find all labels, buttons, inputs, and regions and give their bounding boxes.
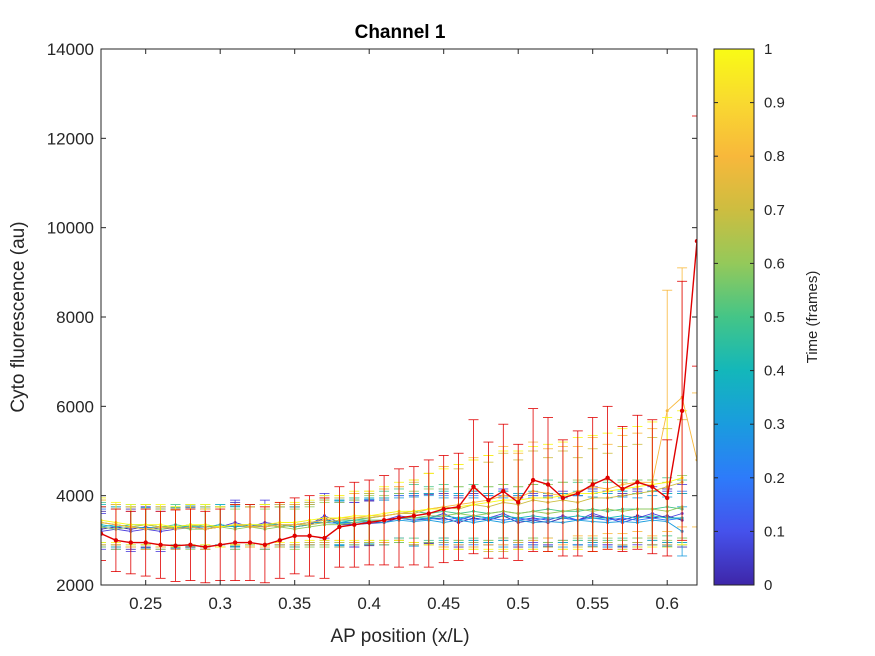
data-point [337, 524, 342, 530]
chart-title: Channel 1 [355, 22, 446, 43]
data-point [143, 540, 148, 545]
data-point [307, 533, 312, 539]
y-tick-label: 2000 [56, 576, 94, 595]
data-point [635, 480, 640, 485]
y-axis-ticks: 2000 4000 6000 8000 10000 12000 14000 [47, 40, 697, 595]
colorbar-tick-label: 0.3 [764, 416, 785, 433]
data-point [665, 495, 670, 501]
colorbar-tick-label: 0 [764, 577, 772, 594]
data-point [471, 484, 476, 489]
colorbar-label: Time (frames) [804, 271, 821, 364]
data-point [381, 518, 387, 523]
data-point [411, 513, 417, 518]
data-point [605, 475, 610, 480]
data-point [188, 542, 193, 547]
data-point [545, 482, 551, 487]
y-tick-label: 6000 [56, 397, 94, 416]
series-line [101, 519, 683, 532]
x-tick-label: 0.5 [506, 594, 530, 613]
x-tick-label: 0.3 [208, 594, 232, 613]
data-point [218, 542, 223, 547]
colorbar-tick-label: 0.1 [764, 523, 785, 540]
data-point [694, 238, 697, 244]
series-10 [101, 115, 697, 584]
data-point [352, 522, 357, 527]
colorbar [713, 48, 755, 586]
data-point [247, 540, 253, 545]
x-tick-label: 0.55 [576, 594, 609, 613]
colorbar-tick-label: 0.7 [764, 202, 785, 219]
series-layer [101, 115, 697, 584]
data-point [575, 491, 580, 496]
x-tick-label: 0.6 [655, 594, 679, 613]
y-tick-label: 8000 [56, 308, 94, 327]
y-tick-label: 12000 [47, 129, 94, 148]
x-tick-label: 0.4 [357, 594, 381, 613]
data-point [516, 500, 521, 505]
data-point [367, 520, 372, 525]
data-point [232, 540, 238, 545]
data-point [441, 506, 446, 512]
colorbar-tick-label: 0.4 [764, 363, 785, 380]
x-axis-label: AP position (x/L) [330, 626, 469, 647]
data-point [128, 540, 133, 545]
x-tick-label: 0.35 [278, 594, 311, 613]
y-tick-label: 10000 [47, 219, 94, 238]
colorbar-tick-label: 0.6 [764, 255, 785, 272]
data-point [530, 477, 536, 483]
y-tick-label: 4000 [56, 487, 94, 506]
colorbar-ticks: 0 0.1 0.2 0.3 0.4 0.5 0.6 0.7 0.8 0.9 1 [714, 41, 785, 594]
x-axis-ticks: 0.25 0.3 0.35 0.4 0.45 0.5 0.55 0.6 [129, 49, 679, 613]
data-point [322, 535, 327, 541]
series-line [101, 477, 683, 528]
y-tick-label: 14000 [47, 40, 94, 59]
x-tick-label: 0.45 [427, 594, 460, 613]
data-point [203, 544, 208, 550]
data-point [426, 511, 431, 516]
colorbar-tick-label: 0.2 [764, 470, 785, 487]
data-point [501, 489, 506, 494]
data-point [158, 542, 163, 547]
data-point [665, 409, 669, 413]
data-point [590, 482, 595, 487]
data-point [101, 531, 104, 536]
data-point [113, 538, 119, 543]
data-point [262, 542, 268, 547]
colorbar-tick-label: 0.5 [764, 309, 785, 326]
data-point [560, 495, 566, 501]
data-point [456, 504, 461, 510]
data-point [292, 533, 297, 539]
colorbar-tick-label: 0.8 [764, 148, 785, 165]
data-point [679, 408, 685, 413]
x-tick-label: 0.25 [129, 594, 162, 613]
data-point [396, 515, 402, 521]
colorbar-tick-label: 0.9 [764, 95, 785, 112]
colorbar-tick-label: 1 [764, 41, 772, 58]
data-point [486, 497, 491, 503]
data-point [173, 543, 178, 548]
data-point [277, 538, 282, 543]
y-axis-label: Cyto fluorescence (au) [8, 221, 29, 412]
data-point [620, 486, 625, 492]
data-point [650, 484, 655, 489]
